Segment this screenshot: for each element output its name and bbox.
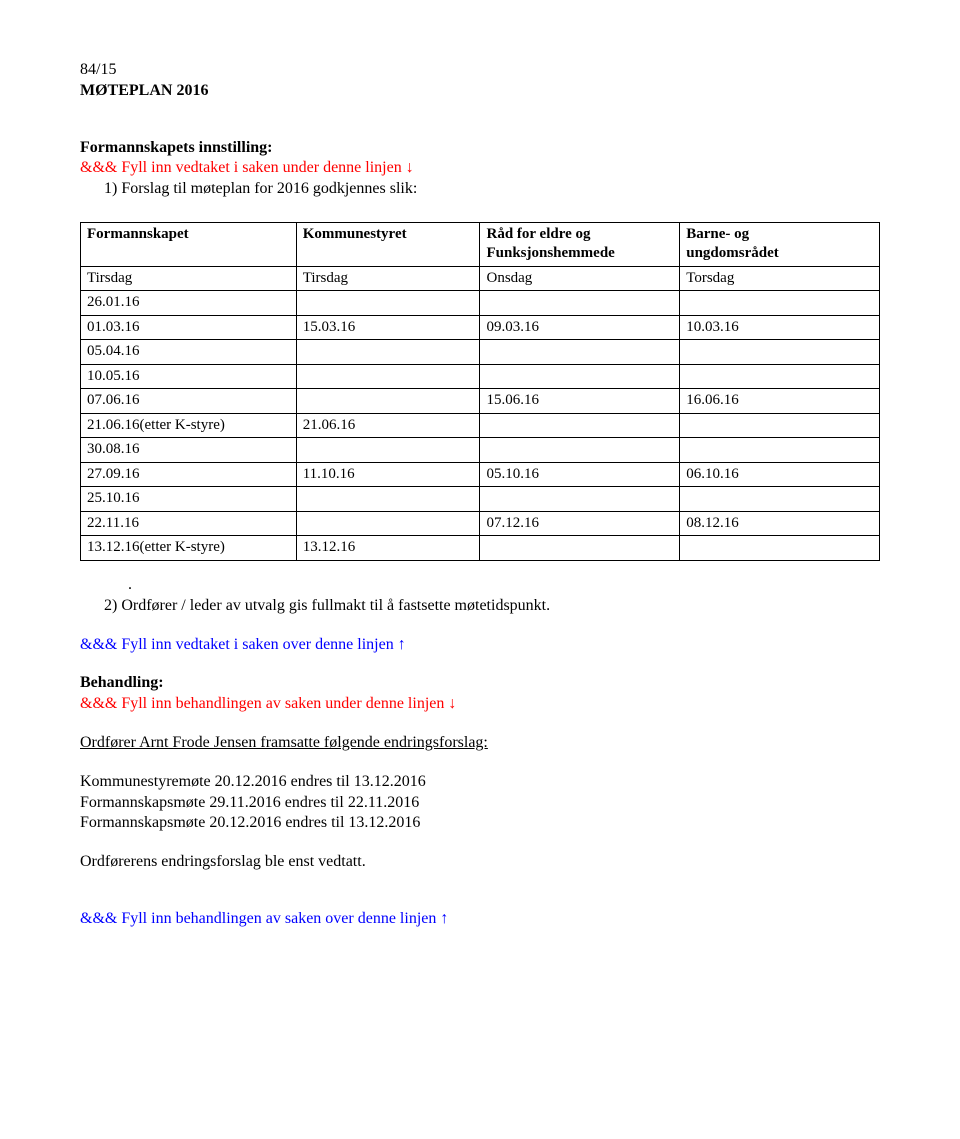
behandling-lead: Ordfører Arnt Frode Jensen framsatte føl… bbox=[80, 733, 880, 754]
table-cell: 30.08.16 bbox=[81, 438, 297, 463]
table-cell bbox=[480, 364, 680, 389]
header-formannskapet: Formannskapet bbox=[81, 222, 297, 266]
table-cell: 13.12.16 bbox=[296, 536, 480, 561]
table-cell: 01.03.16 bbox=[81, 315, 297, 340]
header-rad-eldre: Råd for eldre ogFunksjonshemmede bbox=[480, 222, 680, 266]
table-row: 27.09.1611.10.1605.10.1606.10.16 bbox=[81, 462, 880, 487]
result-line: Ordførerens endringsforslag ble enst ved… bbox=[80, 852, 880, 873]
proposal-item-1: 1) Forslag til møteplan for 2016 godkjen… bbox=[80, 179, 880, 200]
table-cell bbox=[680, 438, 880, 463]
table-cell: 10.05.16 bbox=[81, 364, 297, 389]
table-cell bbox=[296, 487, 480, 512]
proposal-heading: Formannskapets innstilling: bbox=[80, 138, 880, 159]
day-c2: Tirsdag bbox=[296, 266, 480, 291]
table-row: 22.11.16 07.12.1608.12.16 bbox=[81, 511, 880, 536]
table-cell bbox=[480, 536, 680, 561]
fill-below-line: &&& Fyll inn vedtaket i saken under denn… bbox=[80, 158, 880, 179]
table-cell bbox=[296, 438, 480, 463]
table-cell bbox=[480, 438, 680, 463]
table-row: 10.05.16 bbox=[81, 364, 880, 389]
table-cell bbox=[296, 364, 480, 389]
change-line-1: Kommunestyremøte 20.12.2016 endres til 1… bbox=[80, 772, 880, 793]
table-cell bbox=[296, 511, 480, 536]
table-row: 05.04.16 bbox=[81, 340, 880, 365]
table-cell bbox=[480, 291, 680, 316]
proposal-item-2: 2) Ordfører / leder av utvalg gis fullma… bbox=[80, 596, 880, 617]
behandling-heading: Behandling: bbox=[80, 673, 880, 694]
table-header-row: Formannskapet Kommunestyret Råd for eldr… bbox=[81, 222, 880, 266]
day-c4: Torsdag bbox=[680, 266, 880, 291]
table-cell bbox=[680, 340, 880, 365]
table-row: 25.10.16 bbox=[81, 487, 880, 512]
table-cell bbox=[680, 487, 880, 512]
table-cell: 16.06.16 bbox=[680, 389, 880, 414]
table-cell: 27.09.16 bbox=[81, 462, 297, 487]
day-c1: Tirsdag bbox=[81, 266, 297, 291]
table-cell: 26.01.16 bbox=[81, 291, 297, 316]
change-line-3: Formannskapsmøte 20.12.2016 endres til 1… bbox=[80, 813, 880, 834]
table-cell: 10.03.16 bbox=[680, 315, 880, 340]
table-cell bbox=[296, 340, 480, 365]
table-cell: 08.12.16 bbox=[680, 511, 880, 536]
fill-above-line: &&& Fyll inn vedtaket i saken over denne… bbox=[80, 635, 880, 656]
table-cell: 07.06.16 bbox=[81, 389, 297, 414]
table-row: 13.12.16(etter K-styre)13.12.16 bbox=[81, 536, 880, 561]
table-cell bbox=[480, 340, 680, 365]
table-cell bbox=[680, 291, 880, 316]
meeting-plan-table: Formannskapet Kommunestyret Råd for eldr… bbox=[80, 222, 880, 561]
case-number: 84/15 bbox=[80, 60, 880, 81]
table-cell: 15.03.16 bbox=[296, 315, 480, 340]
table-row: 30.08.16 bbox=[81, 438, 880, 463]
table-cell: 21.06.16(etter K-styre) bbox=[81, 413, 297, 438]
behandling-fill-below: &&& Fyll inn behandlingen av saken under… bbox=[80, 694, 880, 715]
table-cell bbox=[680, 413, 880, 438]
header-kommunestyret: Kommunestyret bbox=[296, 222, 480, 266]
table-day-row: Tirsdag Tirsdag Onsdag Torsdag bbox=[81, 266, 880, 291]
table-cell: 15.06.16 bbox=[480, 389, 680, 414]
table-cell: 13.12.16(etter K-styre) bbox=[81, 536, 297, 561]
behandling-fill-above: &&& Fyll inn behandlingen av saken over … bbox=[80, 909, 880, 930]
table-cell bbox=[480, 487, 680, 512]
table-row: 07.06.16 15.06.1616.06.16 bbox=[81, 389, 880, 414]
table-cell bbox=[680, 536, 880, 561]
table-cell bbox=[480, 413, 680, 438]
dot-line: . bbox=[80, 575, 880, 596]
table-cell: 25.10.16 bbox=[81, 487, 297, 512]
table-cell bbox=[296, 389, 480, 414]
table-cell bbox=[680, 364, 880, 389]
header-barne-ungdom: Barne- ogungdomsrådet bbox=[680, 222, 880, 266]
table-cell: 21.06.16 bbox=[296, 413, 480, 438]
change-line-2: Formannskapsmøte 29.11.2016 endres til 2… bbox=[80, 793, 880, 814]
table-cell: 09.03.16 bbox=[480, 315, 680, 340]
table-row: 21.06.16(etter K-styre)21.06.16 bbox=[81, 413, 880, 438]
table-row: 01.03.1615.03.1609.03.1610.03.16 bbox=[81, 315, 880, 340]
day-c3: Onsdag bbox=[480, 266, 680, 291]
table-cell bbox=[296, 291, 480, 316]
table-cell: 22.11.16 bbox=[81, 511, 297, 536]
table-cell: 06.10.16 bbox=[680, 462, 880, 487]
table-cell: 05.10.16 bbox=[480, 462, 680, 487]
table-row: 26.01.16 bbox=[81, 291, 880, 316]
table-cell: 11.10.16 bbox=[296, 462, 480, 487]
table-cell: 07.12.16 bbox=[480, 511, 680, 536]
page-title: MØTEPLAN 2016 bbox=[80, 81, 880, 102]
table-cell: 05.04.16 bbox=[81, 340, 297, 365]
